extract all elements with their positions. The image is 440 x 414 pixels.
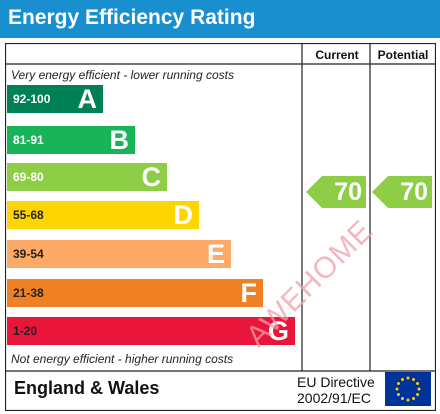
- band-range-label: 92-100: [13, 92, 51, 106]
- band-b: 81-91 B: [7, 126, 135, 154]
- band-g: 1-20 G: [7, 317, 295, 345]
- eu-flag-icon: [385, 372, 431, 406]
- column-header-current: Current: [315, 48, 359, 62]
- band-range-label: 1-20: [13, 324, 38, 338]
- eu-star-icon: [416, 393, 420, 396]
- rating-frame: [5, 43, 436, 411]
- title-bar: Energy Efficiency Rating: [0, 0, 440, 38]
- band-a: 92-100 A: [7, 85, 103, 113]
- eu-star-icon: [395, 387, 399, 391]
- current-rating-value: 70: [334, 178, 362, 206]
- eu-star-icon: [401, 397, 404, 401]
- eu-star-icon: [406, 376, 410, 380]
- eu-star-icon: [416, 382, 420, 385]
- eu-star-icon: [412, 397, 415, 401]
- band-c: 69-80 C: [7, 163, 167, 191]
- eu-star-icon: [412, 377, 415, 381]
- potential-rating-arrow: 70: [372, 176, 432, 208]
- potential-rating-value: 70: [400, 178, 428, 206]
- eu-star-icon: [406, 398, 410, 402]
- band-f: 21-38 F: [7, 279, 263, 307]
- band-range-label: 21-38: [13, 286, 44, 300]
- band-range-label: 39-54: [13, 247, 44, 261]
- band-letter-label: F: [240, 278, 258, 308]
- region-label: England & Wales: [14, 378, 160, 398]
- band-range-label: 69-80: [13, 170, 44, 184]
- eu-star-icon: [396, 393, 400, 396]
- eu-star-icon: [401, 377, 404, 381]
- band-letter-label: B: [109, 125, 130, 155]
- band-range-label: 81-91: [13, 133, 44, 147]
- current-rating-arrow: 70: [306, 176, 366, 208]
- eu-star-icon: [417, 387, 421, 391]
- band-letter-label: G: [267, 316, 289, 346]
- band-e: 39-54 E: [7, 240, 231, 268]
- directive-line-2: 2002/91/EC: [297, 390, 371, 406]
- note-bottom: Not energy efficient - higher running co…: [11, 352, 234, 366]
- band-letter-label: C: [141, 162, 162, 192]
- column-header-potential: Potential: [377, 48, 429, 62]
- band-letter-label: A: [77, 84, 98, 114]
- chart-title: Energy Efficiency Rating: [8, 6, 256, 29]
- band-d: 55-68 D: [7, 201, 199, 229]
- band-letter-label: E: [206, 239, 225, 269]
- eu-star-icon: [396, 382, 400, 385]
- directive-line-1: EU Directive: [297, 374, 375, 390]
- frame-lines: [5, 43, 436, 411]
- band-letter-label: D: [173, 200, 194, 230]
- note-top: Very energy efficient - lower running co…: [11, 68, 234, 82]
- band-range-label: 55-68: [13, 208, 44, 222]
